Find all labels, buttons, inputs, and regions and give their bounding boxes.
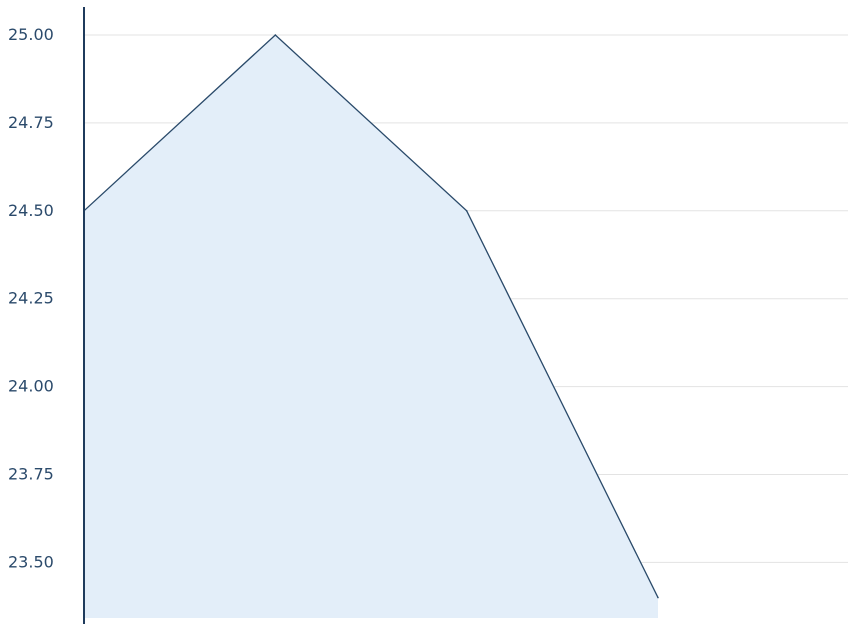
data-point (274, 34, 277, 36)
y-tick-labels: 25.00 24.75 24.50 24.25 24.00 23.75 23.50 (8, 25, 54, 571)
data-point (465, 210, 468, 212)
y-tick-label: 24.75 (8, 113, 54, 132)
y-tick-label: 24.25 (8, 289, 54, 308)
data-point (657, 596, 659, 599)
y-tick-label: 24.00 (8, 377, 54, 396)
y-tick-label: 24.50 (8, 201, 54, 220)
area-layer (84, 35, 658, 618)
series-area-fill (84, 35, 658, 618)
y-tick-label: 25.00 (8, 25, 54, 44)
y-tick-label: 23.50 (8, 552, 54, 571)
y-tick-label: 23.75 (8, 465, 54, 484)
series-line (83, 34, 659, 598)
